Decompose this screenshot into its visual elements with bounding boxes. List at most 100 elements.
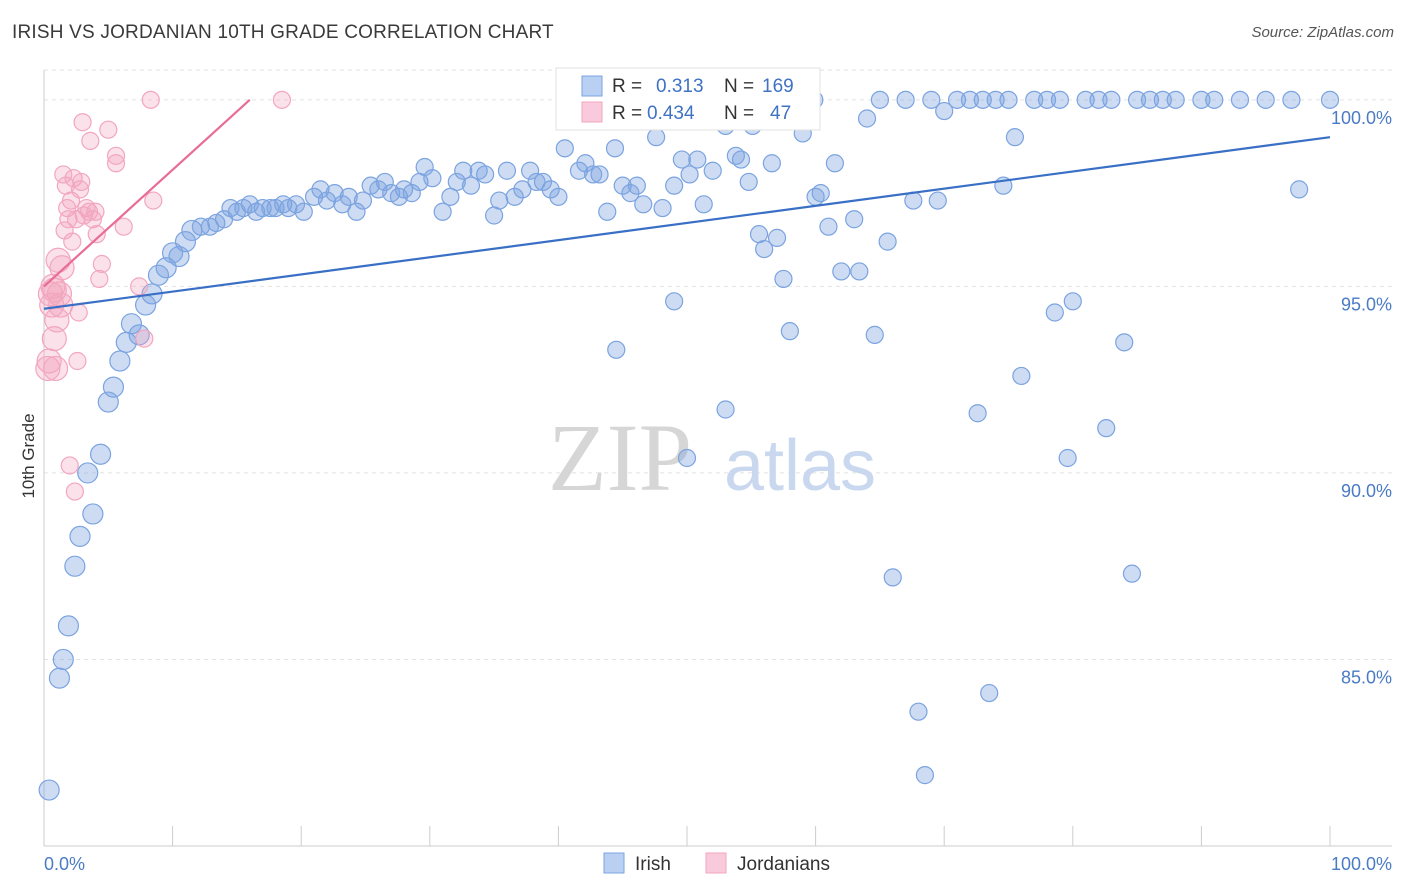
irish-point-89: [672, 150, 691, 169]
irish-point-87: [653, 198, 672, 218]
irish-point-49: [375, 172, 394, 192]
chart-title: IRISH VS JORDANIAN 10TH GRADE CORRELATIO…: [12, 22, 554, 43]
irish-point-67: [505, 187, 524, 206]
irish-point-111: [832, 262, 851, 281]
source-label: Source: ZipAtlas.com: [1251, 24, 1394, 41]
legend-jordanians-n-label: N =: [724, 103, 754, 124]
irish-point-83: [627, 176, 646, 195]
irish-point-103: [774, 269, 793, 289]
irish-point-69: [521, 161, 540, 180]
irish-point-162: [677, 448, 697, 468]
irish-point-4: [64, 555, 86, 577]
irish-point-124: [928, 191, 947, 210]
watermark-zip: ZIP: [548, 404, 692, 511]
irish-point-37: [286, 195, 306, 214]
irish-point-17: [147, 264, 170, 286]
irish-point-148: [1127, 90, 1147, 109]
irish-point-118: [883, 568, 902, 587]
irish-point-41: [317, 191, 337, 210]
irish-point-11: [109, 350, 131, 372]
tick-labels: 85.0% 90.0% 95.0% 100.0% 0.0% 100.0%: [44, 108, 1392, 874]
irish-point-7: [77, 462, 99, 484]
irish-point-84: [634, 195, 653, 214]
irish-points: [38, 90, 1340, 801]
irish-point-159: [665, 292, 684, 311]
irish-point-145: [1102, 90, 1121, 109]
irish-point-43: [333, 195, 352, 214]
irish-point-104: [780, 322, 799, 341]
legend-jordanians-r-label: R =: [612, 103, 642, 124]
irish-point-40: [311, 180, 330, 199]
irish-point-32: [253, 198, 272, 218]
irish-point-125: [935, 101, 954, 121]
jordanian-point-34: [90, 269, 109, 289]
irish-point-38: [294, 202, 313, 221]
legend-irish-r-value: 0.313: [656, 76, 704, 97]
irish-point-88: [665, 176, 684, 195]
legend-swatch-irish: [581, 75, 603, 97]
irish-point-109: [819, 217, 838, 236]
x-tick-label-1: 100.0%: [1331, 854, 1392, 874]
irish-point-44: [339, 187, 358, 206]
irish-point-46: [353, 191, 373, 210]
jordanian-point-38: [106, 154, 126, 173]
irish-point-97: [739, 172, 758, 192]
irish-point-141: [1063, 292, 1082, 311]
irish-point-96: [731, 150, 751, 169]
irish-point-112: [845, 210, 864, 229]
jordanian-point-46: [41, 277, 67, 303]
legend-jordanians-n-value: 47: [770, 103, 791, 124]
irish-point-137: [1037, 90, 1057, 109]
irish-point-75: [569, 161, 589, 180]
irish-point-158: [1320, 90, 1340, 109]
irish-point-140: [1058, 448, 1077, 468]
irish-point-115: [865, 325, 884, 344]
jordanian-point-39: [114, 217, 133, 236]
irish-point-149: [1140, 90, 1160, 109]
jordanian-point-20: [65, 482, 84, 501]
irish-point-156: [1282, 90, 1301, 109]
irish-point-63: [475, 165, 495, 184]
irish-point-139: [1050, 90, 1070, 109]
irish-point-101: [762, 154, 781, 173]
irish-point-116: [870, 90, 890, 109]
irish-point-73: [549, 187, 568, 206]
irish-point-56: [423, 169, 442, 188]
irish-point-144: [1097, 419, 1116, 438]
jordanian-point-35: [92, 254, 111, 274]
irish-point-129: [973, 90, 992, 109]
irish-point-8: [89, 443, 112, 465]
jordanian-point-25: [72, 172, 91, 192]
irish-point-117: [878, 232, 897, 251]
series-legend: Irish Jordanians: [603, 852, 830, 875]
irish-point-128: [968, 404, 987, 423]
irish-point-161: [716, 400, 735, 419]
legend-swatch-jordanians: [581, 101, 603, 123]
irish-point-93: [703, 161, 722, 180]
irish-point-114: [857, 109, 877, 128]
irish-point-152: [1192, 90, 1211, 109]
y-tick-label-0: 85.0%: [1341, 667, 1392, 687]
jordanian-point-41: [135, 329, 154, 348]
jordanian-point-11: [54, 165, 73, 184]
irish-point-154: [1230, 90, 1250, 109]
irish-point-138: [1045, 303, 1064, 322]
axes: [43, 70, 1392, 847]
irish-point-71: [533, 172, 553, 192]
irish-point-66: [497, 161, 517, 180]
y-tick-label-1: 90.0%: [1341, 481, 1392, 501]
irish-point-147: [1122, 564, 1142, 583]
irish-point-130: [980, 683, 999, 703]
jordanian-point-42: [141, 90, 160, 109]
irish-point-72: [541, 180, 560, 199]
correlation-legend: R = 0.313 N = 169 R = 0.434 N = 47: [555, 67, 821, 131]
irish-point-135: [1012, 366, 1031, 386]
jordanian-point-0: [35, 355, 61, 382]
y-tick-label-3: 100.0%: [1331, 108, 1392, 128]
irish-point-153: [1205, 90, 1224, 109]
irish-point-74: [555, 139, 574, 158]
jordanian-point-43: [144, 191, 163, 210]
irish-point-60: [454, 161, 473, 180]
jordanian-point-24: [70, 180, 90, 199]
